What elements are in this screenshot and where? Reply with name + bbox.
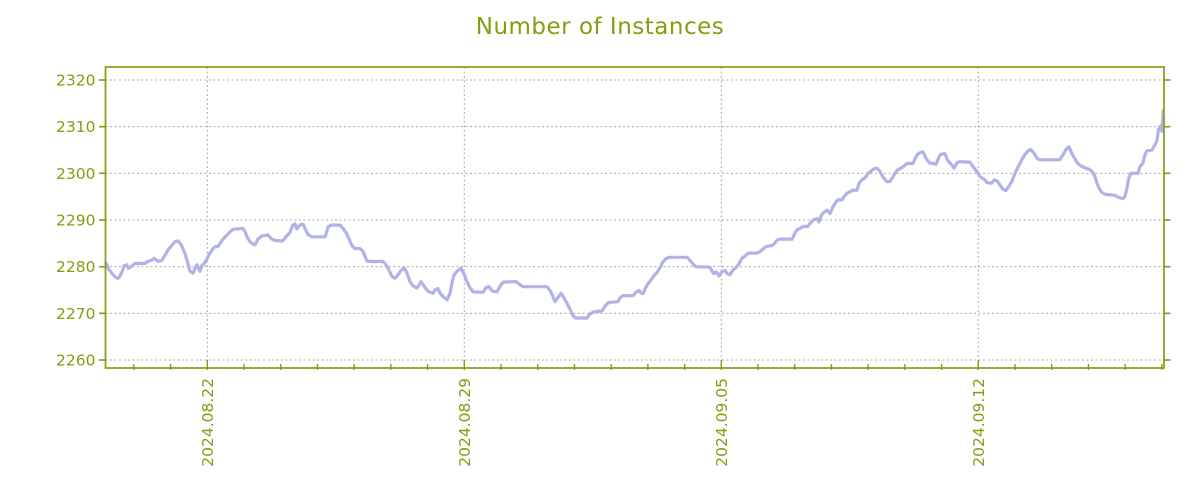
- plot-frame: [104, 66, 1165, 369]
- x-tick-label: 2024.09.12: [970, 378, 988, 467]
- y-tick-label: 2290: [56, 212, 95, 230]
- y-tick-label: 2270: [56, 305, 95, 323]
- y-tick-label: 2280: [56, 258, 95, 276]
- chart-title: Number of Instances: [475, 14, 725, 40]
- y-tick-label: 2320: [56, 72, 95, 90]
- y-tick-label: 2310: [56, 118, 95, 136]
- x-tick-label: 2024.08.22: [199, 378, 217, 467]
- y-tick-label: 2300: [56, 165, 95, 183]
- x-tick-label: 2024.09.05: [713, 378, 731, 467]
- y-tick-label: 2260: [56, 352, 95, 370]
- x-tick-label: 2024.08.29: [456, 378, 474, 467]
- series-line: [104, 109, 1165, 320]
